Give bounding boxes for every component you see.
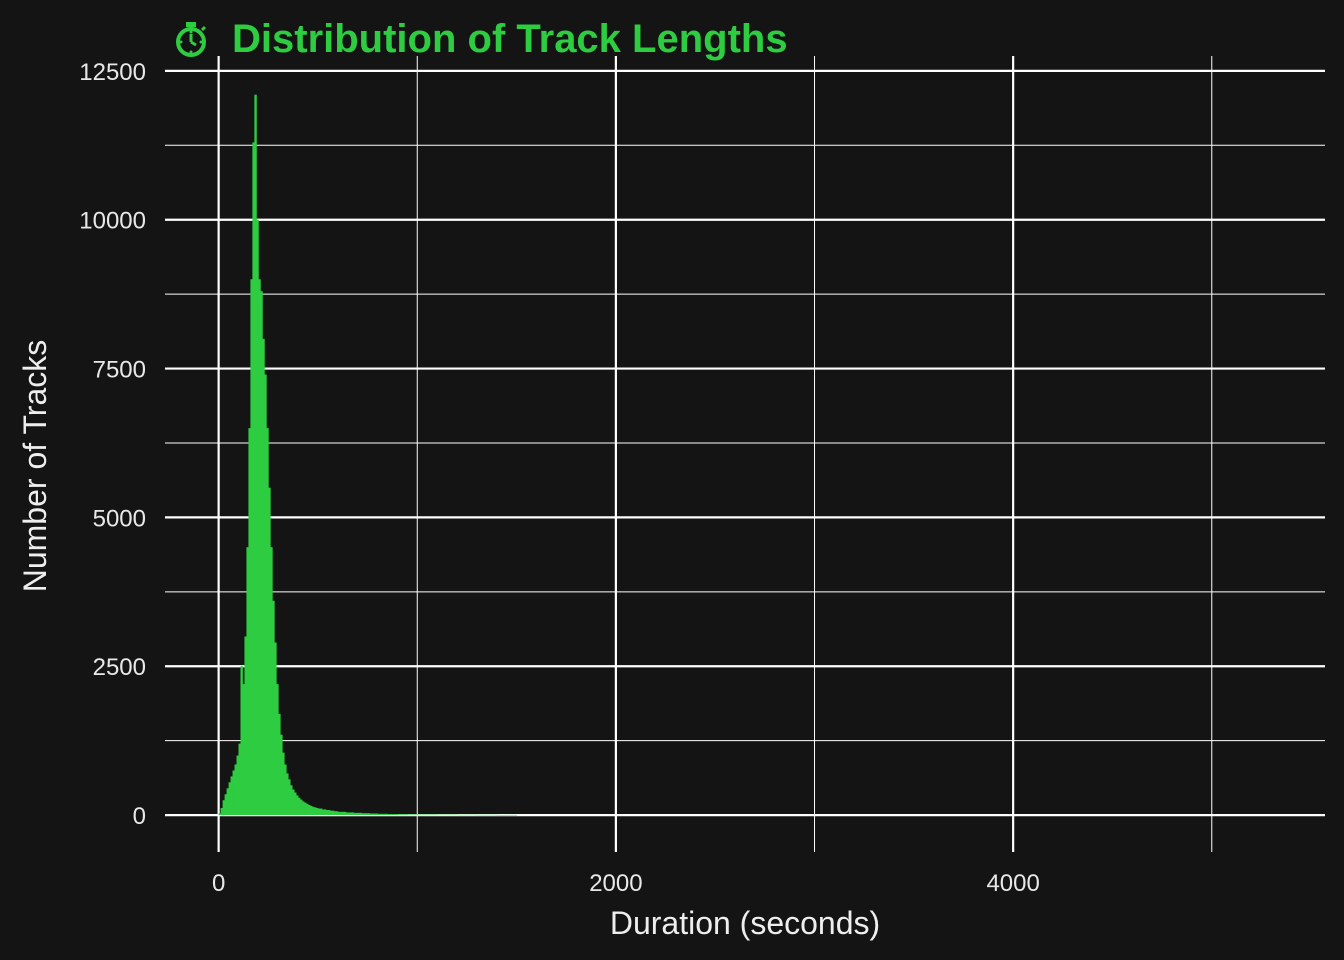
histogram-bar — [300, 799, 303, 816]
grid-lines — [165, 56, 1325, 852]
histogram-bar — [258, 279, 261, 816]
histogram-bar — [325, 810, 331, 816]
histogram-bar — [280, 734, 283, 816]
histogram-bars — [218, 94, 517, 816]
histogram-bar — [302, 801, 305, 816]
histogram-bar — [292, 789, 295, 816]
histogram-bar — [234, 764, 237, 816]
y-tick-label: 12500 — [79, 59, 146, 86]
x-tick-label: 0 — [212, 870, 225, 897]
histogram-bar — [310, 805, 313, 816]
x-tick-label: 2000 — [589, 870, 642, 897]
histogram-bar — [250, 279, 253, 816]
histogram-bar — [278, 713, 281, 816]
histogram-bar — [397, 814, 408, 816]
histogram-bar — [226, 788, 229, 816]
x-axis-title: Duration (seconds) — [610, 905, 880, 941]
histogram-bar — [274, 642, 277, 816]
histogram-bar — [294, 792, 297, 816]
histogram-bar — [329, 810, 335, 816]
histogram-bar — [260, 291, 263, 816]
histogram-bar — [377, 813, 388, 816]
histogram-bar — [246, 547, 249, 816]
histogram-bar — [254, 94, 257, 816]
tick-labels: 0 2500 5000 7500 10000 12500 0 2000 4000 — [79, 59, 1040, 897]
histogram-bar — [268, 487, 271, 816]
histogram-bar — [476, 814, 498, 816]
y-tick-label: 2500 — [93, 654, 146, 681]
histogram-bar — [218, 813, 222, 816]
histogram-bar — [456, 814, 478, 816]
histogram-bar — [252, 142, 255, 816]
histogram-bar — [496, 814, 517, 816]
y-tick-label: 7500 — [93, 357, 146, 384]
y-axis-title: Number of Tracks — [17, 340, 53, 593]
histogram-bar — [417, 814, 438, 816]
histogram-bar — [369, 813, 378, 816]
histogram-bar — [288, 779, 291, 816]
y-tick-label: 0 — [133, 803, 146, 830]
histogram-bar — [315, 807, 319, 816]
y-tick-label: 10000 — [79, 208, 146, 235]
histogram-bar — [236, 755, 239, 816]
histogram-bar — [308, 804, 311, 816]
histogram-bar — [290, 785, 293, 816]
histogram-bar — [256, 219, 259, 816]
histogram-bar — [407, 814, 418, 816]
histogram-bar — [286, 773, 289, 816]
x-tick-label: 4000 — [986, 870, 1039, 897]
histogram-bar — [311, 806, 315, 816]
histogram-bar — [270, 547, 273, 816]
histogram-bar — [264, 374, 267, 816]
histogram-bar — [228, 782, 231, 816]
histogram-bar — [272, 600, 275, 816]
histogram-bar — [230, 776, 233, 816]
histogram-bar — [353, 812, 363, 816]
histogram-bar — [387, 814, 398, 816]
histogram-bar — [244, 636, 247, 816]
histogram-bar — [276, 684, 279, 816]
chart-title: Distribution of Track Lengths — [232, 17, 788, 61]
histogram-bar — [304, 802, 307, 816]
histogram-bar — [317, 808, 323, 816]
histogram-bar — [262, 338, 265, 816]
histogram-bar — [238, 743, 241, 816]
histogram-bar — [361, 813, 370, 816]
histogram-bar — [222, 800, 225, 816]
histogram-bar — [242, 684, 245, 816]
y-tick-label: 5000 — [93, 505, 146, 532]
histogram-bar — [282, 752, 285, 816]
histogram-bar — [296, 795, 299, 816]
histogram-bar — [337, 811, 347, 816]
histogram-bar — [306, 803, 309, 816]
histogram-bar — [345, 812, 355, 816]
histogram-bar — [321, 809, 327, 816]
histogram-bar — [240, 666, 243, 816]
histogram-bar — [298, 797, 301, 816]
histogram-bar — [437, 814, 458, 816]
histogram-bar — [266, 428, 269, 816]
histogram-bar — [220, 807, 224, 816]
histogram-bar — [232, 770, 235, 816]
stopwatch-icon — [176, 22, 207, 57]
histogram-bar — [284, 764, 287, 816]
histogram-bar — [224, 794, 227, 816]
histogram-bar — [248, 428, 251, 816]
histogram-bar — [333, 811, 339, 816]
histogram-bar — [313, 807, 317, 816]
